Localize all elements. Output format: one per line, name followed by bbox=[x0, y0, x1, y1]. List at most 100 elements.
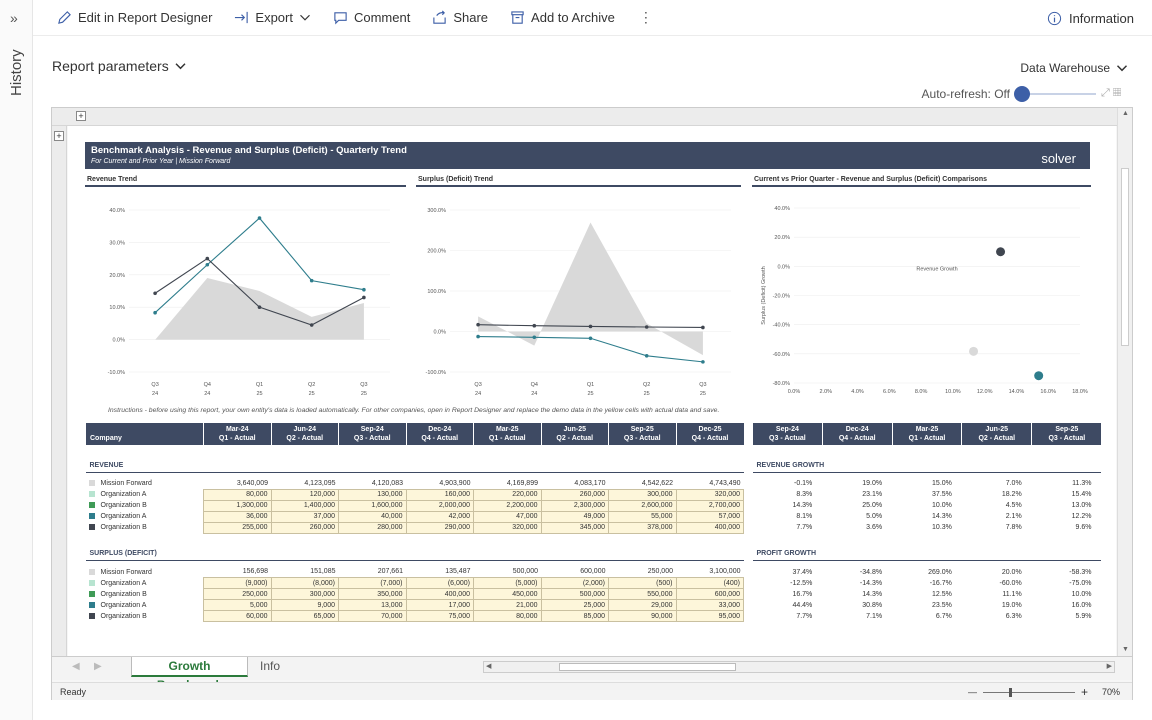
growth-cell: 10.3% bbox=[932, 524, 952, 532]
value-cell[interactable]: 65,000 bbox=[270, 610, 339, 623]
value-cell[interactable]: (5,000) bbox=[473, 577, 542, 590]
expand-icon[interactable]: ⤢ ▦ bbox=[1101, 87, 1122, 99]
history-panel[interactable]: » History bbox=[0, 0, 33, 720]
value-cell[interactable]: 378,000 bbox=[608, 521, 677, 534]
value-cell[interactable]: 2,300,000 bbox=[540, 499, 609, 512]
value-cell[interactable]: 80,000 bbox=[203, 488, 272, 501]
value-cell[interactable]: 42,000 bbox=[405, 510, 474, 523]
auto-refresh-toggle[interactable] bbox=[1014, 86, 1096, 102]
value-cell[interactable]: 160,000 bbox=[405, 488, 474, 501]
value-cell[interactable]: 1,300,000 bbox=[203, 499, 272, 512]
more-options-icon[interactable]: ⋮ bbox=[638, 9, 653, 25]
value-cell[interactable]: 320,000 bbox=[675, 488, 744, 501]
add-to-archive-button[interactable]: Add to Archive bbox=[510, 10, 615, 25]
value-cell[interactable]: 220,000 bbox=[473, 488, 542, 501]
value-cell[interactable]: 1,400,000 bbox=[270, 499, 339, 512]
value-cell[interactable]: 290,000 bbox=[405, 521, 474, 534]
value-cell[interactable]: 36,000 bbox=[203, 510, 272, 523]
expand-rows-icon[interactable]: + bbox=[54, 131, 64, 141]
value-cell[interactable]: 345,000 bbox=[540, 521, 609, 534]
value-cell[interactable]: (8,000) bbox=[270, 577, 339, 590]
value-cell[interactable]: 40,000 bbox=[338, 510, 407, 523]
value-cell[interactable]: 260,000 bbox=[270, 521, 339, 534]
report-parameters-toggle[interactable]: Report parameters bbox=[52, 58, 186, 74]
value-cell[interactable]: 400,000 bbox=[675, 521, 744, 534]
growth-cell: 7.7% bbox=[796, 612, 813, 620]
share-button[interactable]: Share bbox=[432, 10, 488, 25]
value-cell[interactable]: 2,700,000 bbox=[675, 499, 744, 512]
value-cell[interactable]: 55,000 bbox=[608, 510, 677, 523]
value-cell[interactable]: 450,000 bbox=[473, 588, 542, 601]
information-button[interactable]: Information bbox=[1047, 0, 1134, 36]
vertical-scrollbar[interactable]: ▲ ▼ bbox=[1117, 108, 1132, 656]
history-label[interactable]: History bbox=[8, 49, 25, 96]
value-cell[interactable]: 320,000 bbox=[473, 521, 542, 534]
value-cell[interactable]: 57,000 bbox=[675, 510, 744, 523]
data-source-dropdown[interactable]: Data Warehouse bbox=[1020, 61, 1128, 75]
value-cell[interactable]: 250,000 bbox=[203, 588, 272, 601]
value-cell[interactable]: 47,000 bbox=[473, 510, 542, 523]
value-cell[interactable]: (7,000) bbox=[338, 577, 407, 590]
value-cell[interactable]: 2,600,000 bbox=[608, 499, 677, 512]
value-cell[interactable]: 280,000 bbox=[338, 521, 407, 534]
value-cell[interactable]: (500) bbox=[608, 577, 677, 590]
value-cell[interactable]: 500,000 bbox=[540, 588, 609, 601]
expand-columns-icon[interactable]: + bbox=[76, 111, 86, 121]
value-cell[interactable]: 29,000 bbox=[608, 599, 677, 612]
value-cell[interactable]: 400,000 bbox=[405, 588, 474, 601]
value-cell[interactable]: 13,000 bbox=[338, 599, 407, 612]
tab-growth-benchmark[interactable]: Growth Benchmark bbox=[131, 657, 248, 692]
value-cell[interactable]: 2,200,000 bbox=[473, 499, 542, 512]
y-tick-label: 0.0% bbox=[433, 330, 446, 336]
zoom-out-icon[interactable]: — bbox=[967, 687, 977, 697]
value-cell[interactable]: 1,600,000 bbox=[338, 499, 407, 512]
zoom-in-icon[interactable]: + bbox=[1080, 685, 1088, 699]
value-cell[interactable]: 21,000 bbox=[473, 599, 542, 612]
value-cell[interactable]: 255,000 bbox=[203, 521, 272, 534]
growth-cell: 8.1% bbox=[796, 513, 813, 521]
value-cell[interactable]: 2,000,000 bbox=[405, 499, 474, 512]
value-cell[interactable]: 600,000 bbox=[675, 588, 744, 601]
expand-chevron-icon[interactable]: » bbox=[10, 10, 18, 26]
value-cell[interactable]: 90,000 bbox=[608, 610, 677, 623]
tab-info[interactable]: Info bbox=[260, 659, 281, 673]
value-cell[interactable]: 350,000 bbox=[338, 588, 407, 601]
value-cell[interactable]: 85,000 bbox=[540, 610, 609, 623]
tab-next-icon[interactable]: ▶ bbox=[94, 661, 102, 672]
value-cell[interactable]: 80,000 bbox=[473, 610, 542, 623]
edit-in-report-designer-button[interactable]: Edit in Report Designer bbox=[57, 10, 212, 25]
horizontal-scroll-thumb[interactable] bbox=[559, 663, 736, 671]
value-cell[interactable]: 70,000 bbox=[338, 610, 407, 623]
value-cell[interactable]: 60,000 bbox=[203, 610, 272, 623]
value-cell[interactable]: 300,000 bbox=[608, 488, 677, 501]
value-cell[interactable]: 120,000 bbox=[270, 488, 339, 501]
zoom-control[interactable]: — + 70% bbox=[968, 685, 1120, 699]
zoom-slider[interactable] bbox=[982, 687, 1075, 697]
value-cell[interactable]: (6,000) bbox=[405, 577, 474, 590]
export-label: Export bbox=[255, 10, 293, 25]
value-cell[interactable]: 9,000 bbox=[270, 599, 339, 612]
export-button[interactable]: Export bbox=[234, 10, 311, 25]
value-cell[interactable]: 75,000 bbox=[405, 610, 474, 623]
growth-period-header: Dec-24 Q4 - Actual bbox=[821, 423, 893, 445]
horizontal-scrollbar[interactable]: ◀ ▶ bbox=[483, 661, 1115, 673]
value-cell[interactable]: 25,000 bbox=[540, 599, 609, 612]
value-cell[interactable]: 33,000 bbox=[675, 599, 744, 612]
value-cell[interactable]: 37,000 bbox=[270, 510, 339, 523]
value-cell[interactable]: 49,000 bbox=[540, 510, 609, 523]
value-cell[interactable]: (400) bbox=[675, 577, 744, 590]
tab-prev-icon[interactable]: ◀ bbox=[72, 661, 80, 672]
value-cell[interactable]: 550,000 bbox=[608, 588, 677, 601]
value-cell[interactable]: 17,000 bbox=[405, 599, 474, 612]
vertical-scroll-thumb[interactable] bbox=[1121, 168, 1129, 346]
sheet-tab-bar: ◀ ▶ Growth Benchmark Info ◀ ▶ bbox=[52, 656, 1132, 692]
value-cell[interactable]: (2,000) bbox=[540, 577, 609, 590]
value-cell[interactable]: 130,000 bbox=[338, 488, 407, 501]
comment-button[interactable]: Comment bbox=[333, 10, 410, 25]
value-cell[interactable]: 95,000 bbox=[675, 610, 744, 623]
value-cell[interactable]: (9,000) bbox=[203, 577, 272, 590]
value-cell[interactable]: 5,000 bbox=[203, 599, 272, 612]
data-point bbox=[701, 360, 705, 364]
value-cell[interactable]: 300,000 bbox=[270, 588, 339, 601]
value-cell[interactable]: 260,000 bbox=[540, 488, 609, 501]
